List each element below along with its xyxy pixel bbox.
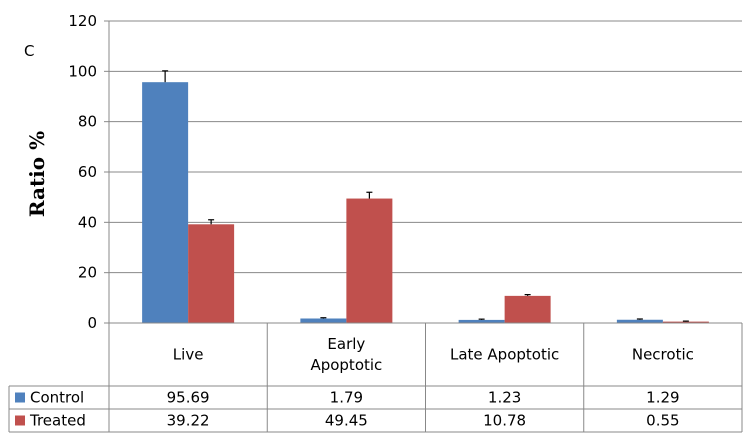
legend-label: Control <box>30 389 84 407</box>
category-label: Apoptotic <box>310 356 382 374</box>
category-label: Live <box>173 346 204 364</box>
legend-swatch <box>15 392 25 403</box>
category-label: Late Apoptotic <box>450 346 559 364</box>
data-table-cell: 1.29 <box>646 389 679 407</box>
category-label: Necrotic <box>632 346 694 364</box>
y-tick-label: 40 <box>78 213 97 231</box>
bar <box>346 198 393 323</box>
y-tick-label: 100 <box>68 62 97 80</box>
panel-label: C <box>24 42 34 60</box>
bar <box>142 82 189 323</box>
y-tick-label: 0 <box>87 314 97 332</box>
data-table-cell: 1.79 <box>330 389 363 407</box>
bar <box>300 318 347 323</box>
data-table-cell: 10.78 <box>483 412 526 430</box>
bar <box>188 224 235 323</box>
category-label: Early <box>327 335 365 353</box>
bar <box>504 295 551 323</box>
data-table-cell: 49.45 <box>325 412 368 430</box>
bar <box>616 319 663 323</box>
bar <box>662 321 709 323</box>
data-table-cell: 1.23 <box>488 389 521 407</box>
legend-swatch <box>15 415 25 426</box>
data-table-cell: 95.69 <box>167 389 210 407</box>
data-table-cell: 0.55 <box>646 412 679 430</box>
legend-label: Treated <box>29 412 86 430</box>
bar <box>458 319 505 323</box>
y-tick-label: 120 <box>68 12 97 30</box>
y-tick-label: 80 <box>78 113 97 131</box>
data-table-cell: 39.22 <box>167 412 210 430</box>
y-axis-title: Ratio % <box>25 131 49 217</box>
y-tick-label: 20 <box>78 264 97 282</box>
y-tick-label: 60 <box>78 163 97 181</box>
